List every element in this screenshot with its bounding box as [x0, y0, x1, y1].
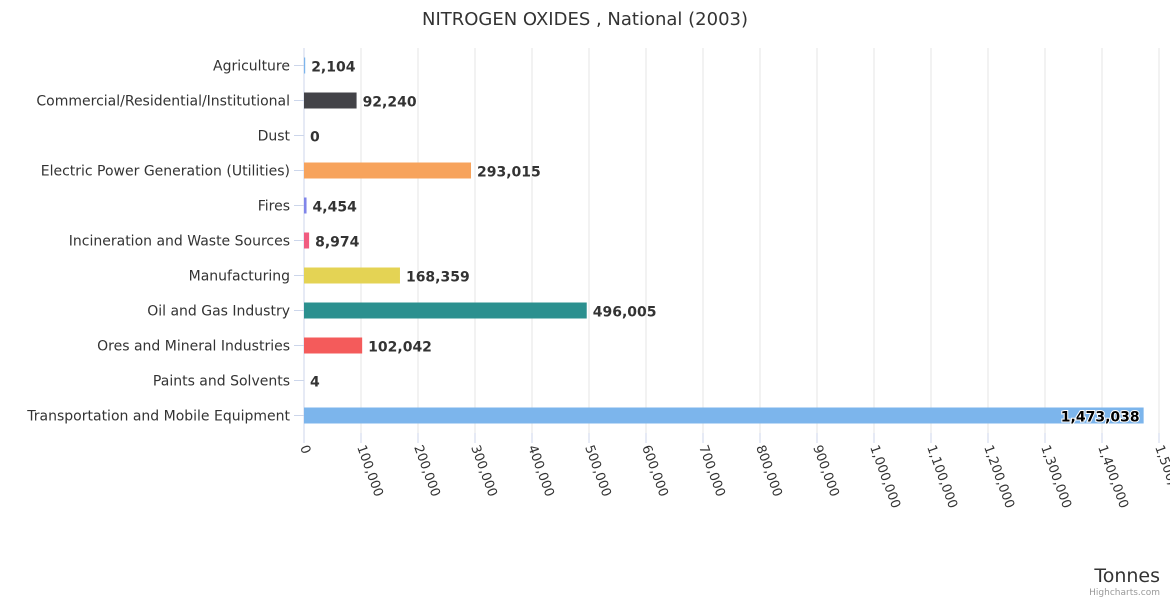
chart-title: NITROGEN OXIDES , National (2003) — [422, 9, 748, 30]
category-label: Agriculture — [213, 59, 290, 75]
axis-title: Tonnes — [1093, 565, 1160, 587]
data-label: 92,240 — [363, 95, 417, 111]
x-tick-label: 400,000 — [524, 443, 556, 499]
bar — [304, 197, 307, 214]
data-label: 4 — [310, 375, 320, 391]
category-label: Incineration and Waste Sources — [69, 234, 290, 250]
data-label: 4,454 — [313, 200, 358, 216]
data-label: 1,473,038 — [1061, 410, 1140, 426]
bar — [304, 337, 363, 354]
category-label: Fires — [258, 199, 290, 215]
bar — [304, 57, 306, 74]
data-label: 8,974 — [315, 235, 360, 251]
bar — [304, 302, 587, 319]
category-label: Manufacturing — [189, 269, 290, 285]
x-tick-label: 300,000 — [467, 443, 499, 499]
category-label: Commercial/Residential/Institutional — [36, 94, 290, 110]
x-tick-label: 1,200,000 — [980, 443, 1017, 510]
category-label: Ores and Mineral Industries — [97, 339, 290, 355]
highcharts-credits[interactable]: Highcharts.com — [1089, 588, 1160, 598]
category-label: Dust — [258, 129, 291, 145]
bar — [304, 267, 400, 284]
category-label: Electric Power Generation (Utilities) — [41, 164, 290, 180]
x-tick-label: 600,000 — [638, 443, 670, 499]
bar — [304, 407, 1144, 424]
data-label: 293,015 — [477, 165, 541, 181]
data-label: 496,005 — [593, 305, 657, 321]
x-tick-label: 1,500,000 — [1151, 443, 1170, 510]
data-label: 2,104 — [311, 60, 356, 76]
x-tick-label: 900,000 — [809, 443, 841, 499]
x-tick-label: 1,100,000 — [923, 443, 960, 510]
x-tick-label: 700,000 — [695, 443, 727, 499]
x-tick-label: 100,000 — [353, 443, 385, 499]
data-label: 168,359 — [406, 270, 470, 286]
bar — [304, 92, 357, 109]
category-label: Transportation and Mobile Equipment — [26, 409, 290, 425]
x-tick-label: 1,000,000 — [866, 443, 903, 510]
category-label: Oil and Gas Industry — [147, 304, 290, 320]
x-tick-label: 500,000 — [581, 443, 613, 499]
data-label: 0 — [310, 130, 320, 146]
x-tick-label: 200,000 — [410, 443, 442, 499]
x-tick-label: 1,400,000 — [1094, 443, 1131, 510]
x-tick-label: 1,300,000 — [1037, 443, 1074, 510]
bar — [304, 232, 310, 249]
x-tick-label: 800,000 — [752, 443, 784, 499]
data-label: 102,042 — [368, 340, 432, 356]
bar — [304, 162, 472, 179]
category-label: Paints and Solvents — [153, 374, 290, 390]
x-tick-label: 0 — [296, 443, 313, 456]
